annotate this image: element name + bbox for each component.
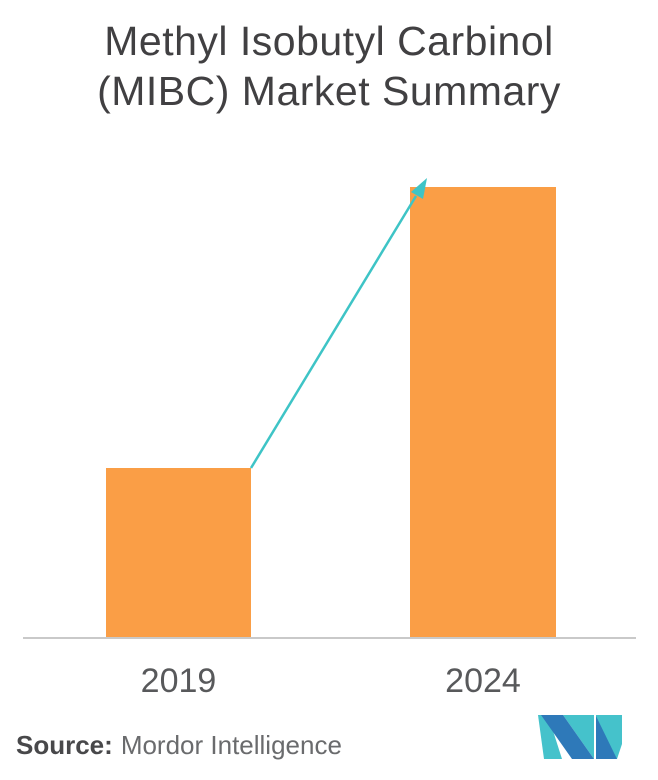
growth-arrow-line: [249, 195, 418, 469]
bar-2024: [410, 187, 556, 637]
logo-right-blue-triangle: [596, 716, 617, 759]
source-label: Source:: [16, 730, 113, 760]
x-axis-label-2024: 2024: [445, 662, 521, 700]
source-caption: Source: Mordor Intelligence: [16, 730, 342, 761]
logo-left-teal-ribbon: [538, 715, 562, 759]
chart-title-line2: (MIBC) Market Summary: [97, 68, 561, 114]
chart-title-line1: Methyl Isobutyl Carbinol: [104, 18, 554, 64]
bar-2019: [106, 468, 251, 637]
chart-title: Methyl Isobutyl Carbinol (MIBC) Market S…: [0, 16, 658, 116]
source-text: Mordor Intelligence: [120, 730, 342, 760]
x-axis-label-2019: 2019: [140, 662, 217, 700]
mordor-intelligence-logo: [538, 715, 622, 759]
x-axis-line: [23, 637, 636, 639]
logo-left-blue-band: [541, 715, 594, 759]
